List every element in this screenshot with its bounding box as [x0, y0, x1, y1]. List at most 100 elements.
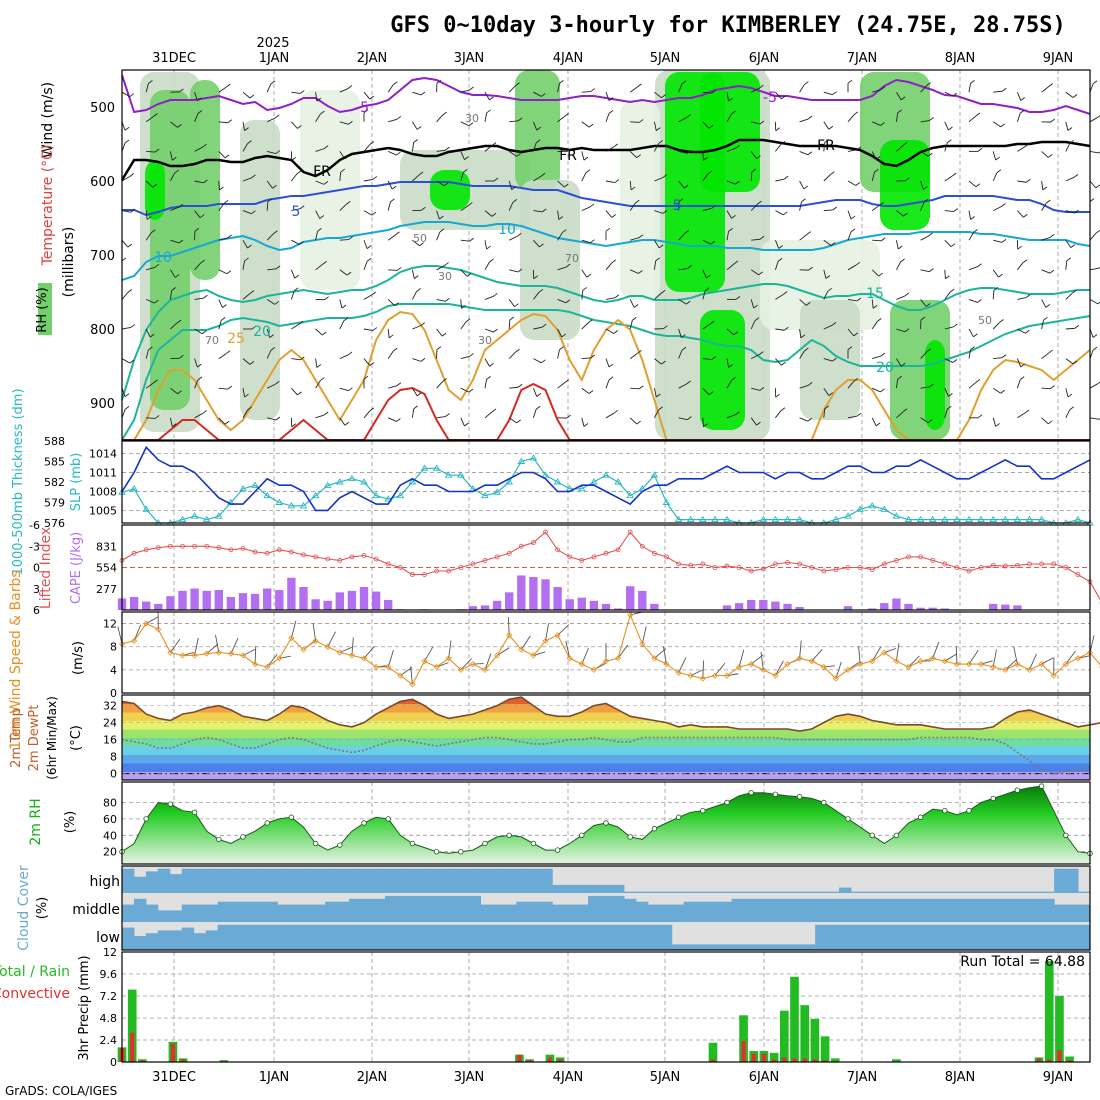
cloud-high-bar [337, 868, 350, 893]
wind-barb [1041, 86, 1049, 93]
surface-wind-barb [968, 650, 979, 665]
wind-speed-point [602, 658, 610, 665]
wind-barb [363, 91, 371, 100]
bottom-day-labels: 31DEC 1JAN 2JAN 3JAN 4JAN 5JAN 6JAN 7JAN 8JAN 9JA… [152, 1070, 1073, 1085]
wind-barb [201, 330, 207, 335]
wind-barb [348, 236, 354, 240]
wind-barb [484, 210, 493, 217]
temperature-contour [121, 265, 1090, 401]
bottom-day-label: 5JAN [650, 1070, 681, 1085]
wind-barb [557, 328, 563, 338]
top-day-label: 6JAN [749, 51, 780, 66]
wind-barb [509, 120, 519, 123]
cloud-high-bar [301, 868, 314, 893]
wind-barb [517, 268, 523, 273]
lifted-index-point [131, 550, 137, 556]
wind-barb [363, 210, 373, 216]
wind-tick-label: 12 [103, 618, 117, 631]
cloud-high-bar [396, 868, 410, 893]
cloud-middle-bar [325, 901, 338, 922]
lifted-index-point [1002, 563, 1008, 569]
precip-tick-label: 2.4 [100, 1034, 118, 1047]
wind-barb [1042, 186, 1048, 191]
wind-barb [249, 361, 255, 365]
wind-barb [629, 417, 637, 425]
wind-barb [153, 379, 158, 384]
cloud-middle-bar [922, 898, 936, 922]
wind-barb [638, 119, 644, 123]
cloud-low-bar [623, 924, 637, 950]
cloud-low-bar [145, 933, 159, 950]
cape-bar [480, 605, 490, 610]
cloud-unit-label: (%) [35, 897, 50, 920]
wind-barb [339, 417, 346, 426]
wind-barb [200, 259, 205, 264]
wind-barb [605, 92, 610, 101]
cloud-high-bar [480, 868, 493, 893]
wind-barb [927, 152, 933, 157]
wind-unit-label: (m/s) [71, 641, 86, 675]
wind-barb [681, 80, 687, 85]
wind-barb [218, 320, 222, 330]
cloud-middle-bar [623, 898, 637, 922]
temp-band [122, 737, 1090, 747]
wind-barb [509, 269, 519, 273]
thickness-point [771, 515, 780, 523]
wind-barb [654, 91, 662, 99]
surface-wind-barb [738, 649, 745, 668]
wind-barb [516, 153, 521, 157]
wind-speed-point [179, 652, 186, 659]
lifted-index-tick-label: 6 [33, 604, 40, 617]
wind-barb [396, 418, 401, 422]
wind-barb [170, 239, 180, 244]
surface-wind-barb [170, 638, 181, 653]
wind-barb [920, 351, 927, 359]
bottom-day-label: 4JAN [553, 1070, 584, 1085]
rh-point [942, 808, 948, 814]
wind-barb [1050, 385, 1055, 389]
wind-barb [605, 328, 615, 334]
rh-tick-label: 20 [103, 846, 117, 859]
surface-wind-barb [662, 646, 667, 665]
lifted-index-point [712, 565, 718, 570]
cloud-low-bar [157, 930, 171, 950]
wind-barb [662, 174, 668, 178]
cloud-high-bar [1006, 891, 1019, 893]
cape-bar [359, 586, 369, 610]
thickness-point [275, 498, 284, 505]
wind-barb [224, 154, 230, 159]
precip-tick-label: 12 [103, 946, 117, 959]
wind-barb [658, 140, 663, 144]
cloud-low-bar [707, 944, 721, 950]
wind-barb [1001, 354, 1007, 359]
wind-barb [702, 387, 710, 395]
cloud-low-bar [958, 924, 971, 950]
surface-wind-barb [702, 660, 705, 679]
cape-bar [892, 598, 901, 610]
wind-barb [460, 299, 462, 309]
wind-barb [533, 326, 543, 330]
wind-barb [299, 205, 305, 210]
thickness-tick-label: 579 [44, 497, 65, 510]
wind-barb [564, 379, 569, 384]
cloud-middle-bar [564, 904, 577, 922]
wind-barb [702, 91, 712, 94]
precip-total-bar [219, 1060, 229, 1062]
wind-barb [847, 231, 852, 241]
panel-border [121, 951, 1091, 1063]
wind-barb [242, 91, 251, 99]
cloud-middle-bar [122, 904, 135, 922]
wind-barb [847, 298, 857, 302]
wind-barb [583, 156, 589, 161]
rh-axis-label: 2m RH [28, 798, 44, 845]
wind-barb [708, 391, 714, 396]
thickness-axis-label: 1000-500mb Thickness (dm) [11, 388, 26, 575]
thickness-point [795, 515, 804, 523]
lifted-index-point [833, 567, 839, 573]
wind-barb [920, 120, 930, 123]
wind-barb [780, 140, 786, 145]
wind-barb [366, 245, 372, 250]
wind-barb [294, 274, 300, 279]
cloud-middle-bar [946, 898, 960, 922]
precip-total-bar [739, 1015, 748, 1062]
